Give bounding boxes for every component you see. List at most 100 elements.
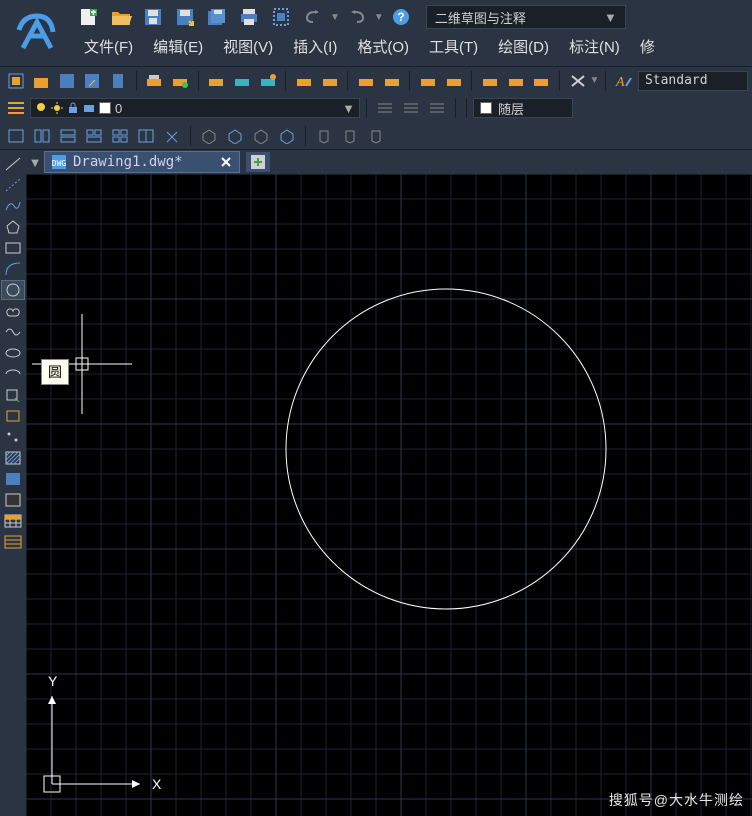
dwg-file-icon: DWG bbox=[51, 154, 67, 170]
print-group-3[interactable] bbox=[205, 69, 229, 93]
region-tool[interactable] bbox=[1, 490, 25, 510]
hatch-tool[interactable] bbox=[1, 448, 25, 468]
make-block-tool[interactable] bbox=[1, 406, 25, 426]
rectangle-tool[interactable] bbox=[1, 238, 25, 258]
print-group-10[interactable] bbox=[416, 69, 440, 93]
ribbon-btn-5[interactable] bbox=[106, 69, 130, 93]
solid-tool-4[interactable] bbox=[275, 124, 299, 148]
menu-dimension[interactable]: 标注(N) bbox=[559, 30, 630, 63]
solid-tool-3[interactable] bbox=[249, 124, 273, 148]
print-button[interactable] bbox=[234, 4, 264, 30]
menu-insert[interactable]: 插入(I) bbox=[283, 30, 347, 63]
print-group-12[interactable] bbox=[478, 69, 502, 93]
table-tool[interactable] bbox=[1, 511, 25, 531]
text-style-icon[interactable]: A bbox=[612, 69, 636, 93]
layer-tool-1[interactable] bbox=[373, 96, 397, 120]
menu-format[interactable]: 格式(O) bbox=[347, 30, 419, 63]
app-logo bbox=[0, 0, 74, 66]
text-style-label: Standard bbox=[645, 73, 708, 88]
workspace-label: 二维草图与注释 bbox=[435, 8, 526, 27]
ribbon-btn-4[interactable] bbox=[81, 69, 105, 93]
menu-edit[interactable]: 编辑(E) bbox=[143, 30, 213, 63]
view-tool-5[interactable] bbox=[108, 124, 132, 148]
solid-tool-5[interactable] bbox=[312, 124, 336, 148]
print-group-14[interactable] bbox=[529, 69, 553, 93]
menu-modify[interactable]: 修 bbox=[630, 30, 665, 63]
ray-tool[interactable] bbox=[1, 175, 25, 195]
print-group-6[interactable] bbox=[292, 69, 316, 93]
polygon-tool[interactable] bbox=[1, 217, 25, 237]
save-all-button[interactable] bbox=[202, 4, 232, 30]
print-group-9[interactable] bbox=[380, 69, 404, 93]
print-group-5[interactable] bbox=[256, 69, 280, 93]
undo-button[interactable] bbox=[298, 4, 328, 30]
layer-color-swatch bbox=[99, 102, 111, 114]
print-group-11[interactable] bbox=[442, 69, 466, 93]
open-file-button[interactable] bbox=[106, 4, 136, 30]
mtext-tool[interactable] bbox=[1, 532, 25, 552]
line-tool[interactable] bbox=[1, 154, 25, 174]
view-tool-2[interactable] bbox=[30, 124, 54, 148]
save-button[interactable] bbox=[138, 4, 168, 30]
solid-tool-6[interactable] bbox=[338, 124, 362, 148]
draw-toolbar bbox=[0, 150, 26, 816]
solid-tool-2[interactable] bbox=[223, 124, 247, 148]
polyline-tool[interactable] bbox=[1, 196, 25, 216]
ribbon-btn-2[interactable] bbox=[30, 69, 54, 93]
document-tab-active[interactable]: DWG Drawing1.dwg* bbox=[44, 151, 240, 173]
insert-block-tool[interactable] bbox=[1, 385, 25, 405]
print-group-7[interactable] bbox=[318, 69, 342, 93]
close-x-button[interactable] bbox=[566, 69, 590, 93]
menu-view[interactable]: 视图(V) bbox=[213, 30, 283, 63]
gradient-tool[interactable] bbox=[1, 469, 25, 489]
layer-dropdown[interactable]: 0 ▼ bbox=[30, 98, 360, 118]
text-style-dropdown[interactable]: Standard bbox=[638, 71, 748, 91]
arc-tool[interactable] bbox=[1, 259, 25, 279]
spline-tool[interactable] bbox=[1, 322, 25, 342]
help-button[interactable]: ? bbox=[386, 4, 416, 30]
layer-sun-icon bbox=[51, 102, 63, 114]
workspace-dropdown[interactable]: 二维草图与注释 ▼ bbox=[426, 5, 626, 29]
ribbon-btn-3[interactable] bbox=[55, 69, 79, 93]
view-tool-1[interactable] bbox=[4, 124, 28, 148]
menu-file[interactable]: 文件(F) bbox=[74, 30, 143, 63]
revcloud-tool[interactable] bbox=[1, 301, 25, 321]
menu-draw[interactable]: 绘图(D) bbox=[488, 30, 559, 63]
tab-dropdown-arrow[interactable]: ▼ bbox=[26, 151, 44, 173]
view-tool-7[interactable] bbox=[160, 124, 184, 148]
document-tab-bar: ▼ DWG Drawing1.dwg* bbox=[26, 150, 752, 174]
circle-tool[interactable] bbox=[1, 280, 25, 300]
print-preview-button[interactable] bbox=[266, 4, 296, 30]
view-tool-6[interactable] bbox=[134, 124, 158, 148]
print-group-8[interactable] bbox=[354, 69, 378, 93]
layer-props-button[interactable] bbox=[4, 96, 28, 120]
print-group-13[interactable] bbox=[504, 69, 528, 93]
solid-tool-1[interactable] bbox=[197, 124, 221, 148]
print-group-1[interactable] bbox=[143, 69, 167, 93]
main-area: ▼ DWG Drawing1.dwg* XY 圆 搜狐号@大水牛测绘 bbox=[0, 150, 752, 816]
linetype-dropdown[interactable]: 随层 bbox=[473, 98, 573, 118]
print-group-2[interactable] bbox=[168, 69, 192, 93]
svg-text:A: A bbox=[615, 75, 625, 90]
view-tool-3[interactable] bbox=[56, 124, 80, 148]
solid-tool-7[interactable] bbox=[364, 124, 388, 148]
ellipse-arc-tool[interactable] bbox=[1, 364, 25, 384]
canvas-wrapper: ▼ DWG Drawing1.dwg* XY 圆 搜狐号@大水牛测绘 bbox=[26, 150, 752, 816]
tab-close-button[interactable] bbox=[219, 155, 233, 169]
drawing-canvas[interactable]: XY 圆 搜狐号@大水牛测绘 bbox=[26, 174, 752, 816]
new-tab-button[interactable] bbox=[246, 152, 270, 172]
new-file-button[interactable] bbox=[74, 4, 104, 30]
redo-button[interactable] bbox=[342, 4, 372, 30]
ribbon-btn-1[interactable] bbox=[4, 69, 28, 93]
print-group-4[interactable] bbox=[230, 69, 254, 93]
ribbon-row-2: 0 ▼ 随层 bbox=[0, 94, 752, 122]
quick-access-toolbar: ▼ ▼ ? 二维草图与注释 ▼ bbox=[74, 0, 752, 30]
view-tool-4[interactable] bbox=[82, 124, 106, 148]
layer-tool-2[interactable] bbox=[399, 96, 423, 120]
saveas-button[interactable] bbox=[170, 4, 200, 30]
menu-tools[interactable]: 工具(T) bbox=[419, 30, 488, 63]
ellipse-tool[interactable] bbox=[1, 343, 25, 363]
point-tool[interactable] bbox=[1, 427, 25, 447]
top-toolbar: ▼ ▼ ? 二维草图与注释 ▼ 文件(F) 编辑(E) 视图(V) 插入(I) … bbox=[0, 0, 752, 66]
layer-tool-3[interactable] bbox=[425, 96, 449, 120]
